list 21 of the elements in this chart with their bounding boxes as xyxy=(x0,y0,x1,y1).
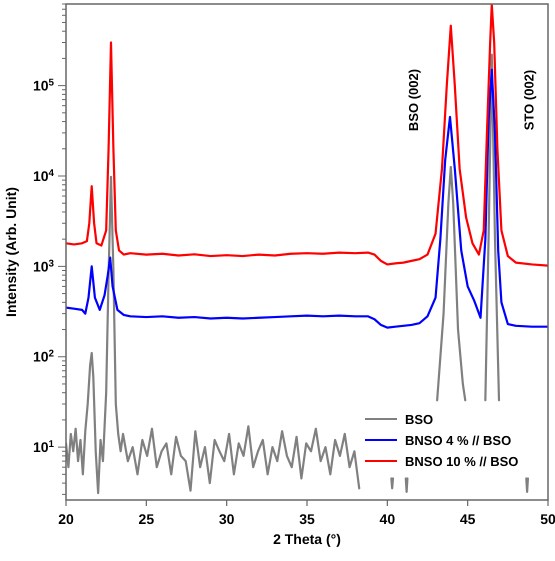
x-tick-label: 50 xyxy=(540,511,555,527)
line-series xyxy=(66,4,548,267)
x-tick-label: 40 xyxy=(380,511,396,527)
y-tick-label: 10$^{4}$ xyxy=(32,167,55,184)
y-tick-label: 10$^{1}$ xyxy=(32,438,55,456)
x-tick-label: 20 xyxy=(58,511,74,527)
line-series xyxy=(66,68,548,329)
x-tick-label: 25 xyxy=(138,511,154,527)
x-axis-title: 2 Theta (°) xyxy=(273,531,341,547)
annotation: STO (002) xyxy=(522,70,537,130)
y-tick-label: 10$^{2}$ xyxy=(32,348,55,365)
x-tick-label: 30 xyxy=(218,511,235,527)
y-axis-title: Intensity (Arb. Unit) xyxy=(3,187,19,317)
x-tick-label: 35 xyxy=(299,511,315,527)
y-tick-label: 10$^{5}$ xyxy=(32,77,55,94)
y-tick-label: 10$^{3}$ xyxy=(32,258,55,274)
annotation: BSO (002) xyxy=(406,68,422,132)
x-tick-label: 45 xyxy=(460,511,476,527)
legend-label: BNSO 4 % // BSO xyxy=(405,433,512,448)
legend-label: BSO xyxy=(405,412,434,427)
legend-label: BNSO 10 % // BSO xyxy=(405,454,518,469)
